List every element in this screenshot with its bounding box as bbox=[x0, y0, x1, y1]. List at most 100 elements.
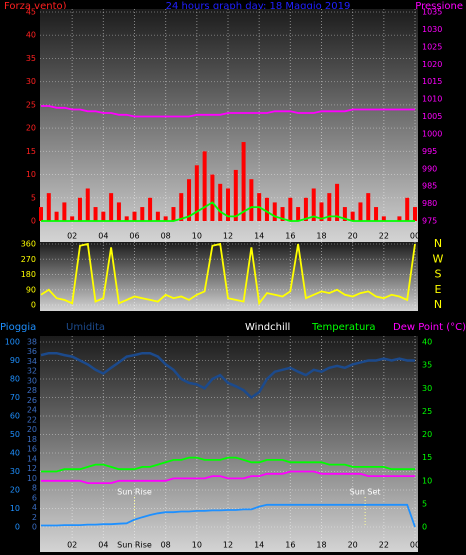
y-tick-label: 5 bbox=[31, 193, 36, 202]
y-tick-label: 60 bbox=[10, 412, 20, 421]
y-tick-label: 30 bbox=[10, 467, 20, 476]
bar bbox=[233, 169, 238, 221]
bar bbox=[218, 183, 223, 221]
x-tick-label: 06 bbox=[129, 232, 139, 241]
y-tick-label: 40 bbox=[10, 449, 20, 458]
plot-area bbox=[40, 242, 418, 311]
bar bbox=[109, 193, 114, 221]
bar bbox=[187, 179, 192, 221]
y2-tick-label: 10 bbox=[422, 476, 432, 485]
bar bbox=[226, 188, 230, 221]
y3-tick-label: 12 bbox=[27, 464, 37, 473]
bar bbox=[194, 165, 199, 221]
y-tick-label: 0 bbox=[31, 217, 36, 226]
x-tick-label: 22 bbox=[379, 541, 389, 550]
y3-tick-label: 26 bbox=[27, 396, 37, 405]
y2-tick-label: 1020 bbox=[422, 60, 442, 69]
bar bbox=[163, 216, 168, 221]
bar bbox=[272, 202, 277, 221]
y2-tick-label: 1000 bbox=[422, 129, 442, 138]
x-tick-label: 12 bbox=[223, 541, 233, 550]
chart-title: 24 hours graph day: 18 Maggio 2019 bbox=[166, 1, 351, 12]
bar bbox=[241, 142, 246, 221]
legend-entry: Umidita bbox=[66, 322, 105, 333]
series-line bbox=[41, 470, 415, 484]
y3-tick-label: 30 bbox=[27, 376, 37, 385]
series-line bbox=[40, 242, 416, 306]
bar bbox=[124, 216, 129, 221]
y2-tick-label: S bbox=[435, 268, 442, 281]
y2-tick-label: 1030 bbox=[422, 25, 442, 34]
bar bbox=[77, 197, 82, 221]
y2-tick-label: N bbox=[434, 298, 442, 311]
y3-tick-label: 24 bbox=[27, 406, 37, 415]
x-tick-label: 14 bbox=[254, 232, 264, 241]
y2-tick-label: 990 bbox=[422, 164, 437, 173]
bar bbox=[155, 211, 160, 221]
x-tick-label: 02 bbox=[67, 541, 77, 550]
y3-tick-label: 0 bbox=[32, 523, 37, 532]
legend-entry: Pioggia bbox=[0, 322, 36, 333]
y3-tick-label: 14 bbox=[27, 454, 37, 463]
bar bbox=[335, 183, 340, 221]
y2-tick-label: 40 bbox=[422, 338, 432, 347]
series-line bbox=[41, 503, 416, 528]
y-tick-label: 45 bbox=[26, 8, 36, 17]
bar bbox=[210, 174, 215, 221]
y2-tick-label: 20 bbox=[422, 430, 432, 439]
y-tick-label: 100 bbox=[5, 338, 20, 347]
x-tick-label: 10 bbox=[192, 541, 202, 550]
y2-tick-label: 980 bbox=[422, 199, 437, 208]
y-axis-label: Forza vento) bbox=[4, 1, 67, 12]
y-tick-label: 270 bbox=[21, 255, 36, 264]
y2-tick-label: 985 bbox=[422, 182, 437, 191]
y3-tick-label: 6 bbox=[32, 493, 37, 502]
y-tick-label: 35 bbox=[26, 54, 36, 63]
bar bbox=[358, 202, 363, 221]
y3-tick-label: 34 bbox=[27, 357, 37, 366]
bar bbox=[381, 216, 386, 221]
bar bbox=[179, 193, 184, 221]
annotation: Sun Set bbox=[350, 488, 381, 497]
bar bbox=[366, 193, 371, 221]
x-tick-label: 18 bbox=[316, 232, 326, 241]
bar bbox=[288, 197, 293, 221]
x-tick-label: 08 bbox=[161, 232, 171, 241]
bar bbox=[280, 207, 285, 221]
bar bbox=[350, 211, 355, 221]
y-tick-label: 25 bbox=[26, 100, 36, 109]
x-tick-label: 18 bbox=[316, 541, 326, 550]
x-tick-label: 16 bbox=[285, 541, 295, 550]
y3-tick-label: 8 bbox=[32, 484, 37, 493]
bar bbox=[62, 202, 67, 221]
legend-entry: Dew Point (°C) bbox=[393, 322, 466, 333]
y-tick-label: 50 bbox=[10, 430, 20, 439]
y2-tick-label: 30 bbox=[422, 384, 432, 393]
y2-tick-label: 995 bbox=[422, 147, 437, 156]
bar bbox=[264, 197, 269, 221]
bar bbox=[296, 207, 301, 221]
y-tick-label: 80 bbox=[10, 375, 20, 384]
y-tick-label: 15 bbox=[26, 147, 36, 156]
bar bbox=[39, 207, 43, 221]
y3-tick-label: 10 bbox=[27, 474, 37, 483]
y-tick-label: 70 bbox=[10, 393, 20, 402]
x-tick-label: 22 bbox=[379, 232, 389, 241]
bar bbox=[202, 151, 207, 221]
y2-tick-label: 1025 bbox=[422, 42, 442, 51]
y3-tick-label: 2 bbox=[32, 513, 37, 522]
x-tick-label: 10 bbox=[192, 232, 202, 241]
y-tick-label: 20 bbox=[26, 124, 36, 133]
bar bbox=[311, 188, 316, 221]
bar bbox=[342, 207, 347, 221]
y2-tick-label: 15 bbox=[422, 453, 432, 462]
bar bbox=[54, 211, 59, 221]
y-tick-label: 180 bbox=[21, 270, 36, 279]
bar bbox=[132, 211, 137, 221]
bar bbox=[303, 197, 308, 221]
y-tick-label: 0 bbox=[31, 301, 36, 310]
y2-tick-label: 35 bbox=[422, 361, 432, 370]
x-tick-label: 08 bbox=[161, 541, 171, 550]
y3-tick-label: 18 bbox=[27, 435, 37, 444]
